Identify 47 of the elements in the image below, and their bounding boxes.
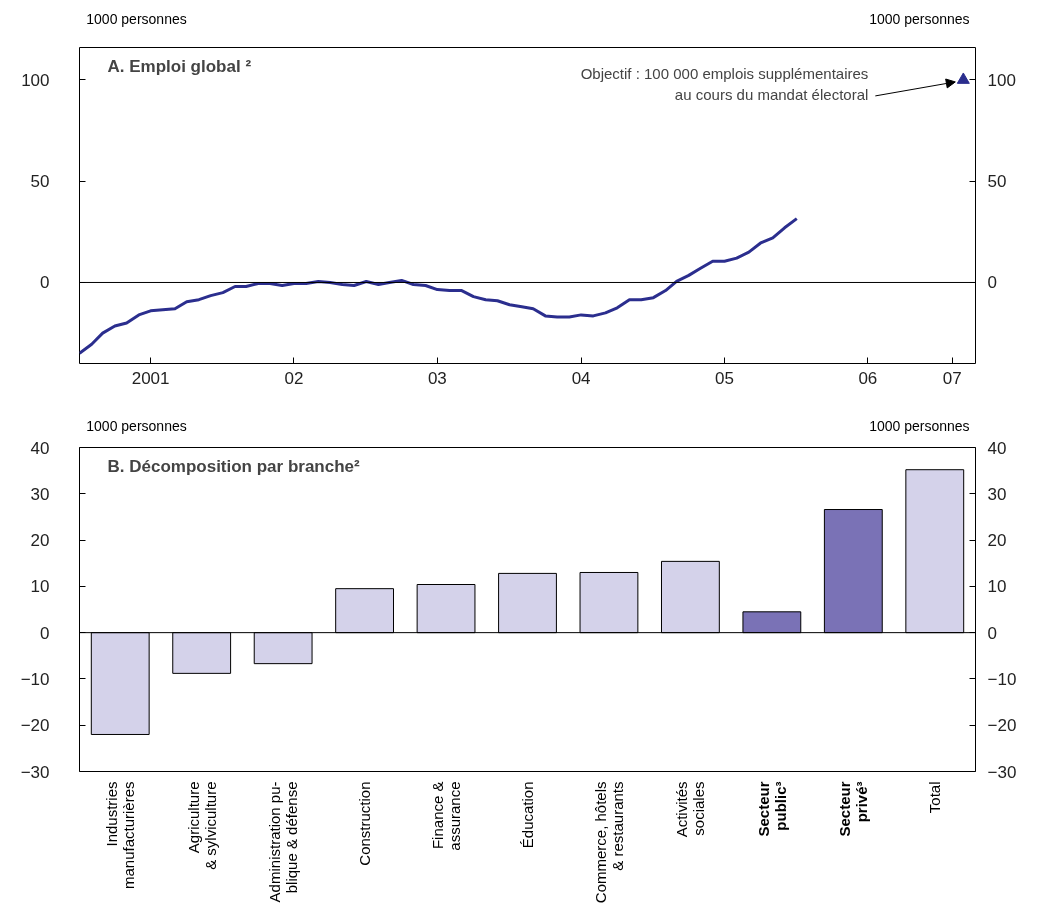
x-tick-label: Industries manufacturières [103,781,138,890]
x-tick-label: Secteur privé³ [836,781,871,837]
y2-tick-label: 100 [987,70,1016,90]
x-tick-label: 05 [715,368,734,388]
y-tick-label: 10 [30,577,50,597]
x-tick-label: Activités sociales [673,781,708,838]
text: B. Décomposition par branche² [107,456,361,476]
x-tick-label: 06 [858,368,878,388]
x-tick-label: 07 [942,368,962,388]
x-tick-label: Administration pu- blique & défense [266,781,301,903]
y-tick-label: 100 [21,70,50,90]
y-axis-title: 1000 personnes [86,10,187,27]
y2-tick-label: −30 [987,762,1017,782]
y2-tick-label: −10 [987,669,1017,689]
y2-axis-title: 1000 personnes [869,417,970,434]
y2-tick-label: 20 [987,531,1007,551]
y-axis-title: 1000 personnes [86,417,187,434]
x-tick-label: Agriculture & sylviculture [184,781,219,870]
x-tick-label: 2001 [131,368,170,388]
annotation: Objectif : 100 000 emplois supplémentaires au cours du mandat électoral [580,65,869,103]
x-tick-label: Commerce, hôtels & restaurants [591,781,626,904]
y2-tick-label: −20 [987,716,1017,736]
y-tick-label: −30 [20,762,50,782]
x-tick-label: 03 [427,368,447,388]
y-tick-label: 50 [30,172,50,192]
y2-tick-label: 0 [987,273,997,293]
y2-axis-title: 1000 personnes [869,10,970,27]
y-tick-label: 0 [40,623,50,643]
y2-tick-label: 30 [987,484,1007,504]
x-tick-label: Secteur public³ [754,781,789,837]
y-tick-label: 40 [30,438,50,458]
y-tick-label: 0 [40,273,50,293]
x-tick-label: Construction [356,781,374,866]
y2-tick-label: 40 [987,438,1007,458]
y2-tick-label: 0 [987,623,997,643]
x-tick-label: Total [926,781,944,814]
y2-tick-label: 50 [987,172,1007,192]
x-tick-label: Finance & assurance [429,781,464,851]
y-tick-label: 30 [30,484,50,504]
text: A. Emploi global ² [107,56,252,76]
x-tick-label: 02 [284,368,304,388]
y-tick-label: −10 [20,669,50,689]
y-tick-label: 20 [30,531,50,551]
y-tick-label: −20 [20,716,50,736]
x-tick-label: 04 [571,368,591,388]
x-tick-label: Éducation [519,781,536,849]
y2-tick-label: 10 [987,577,1007,597]
